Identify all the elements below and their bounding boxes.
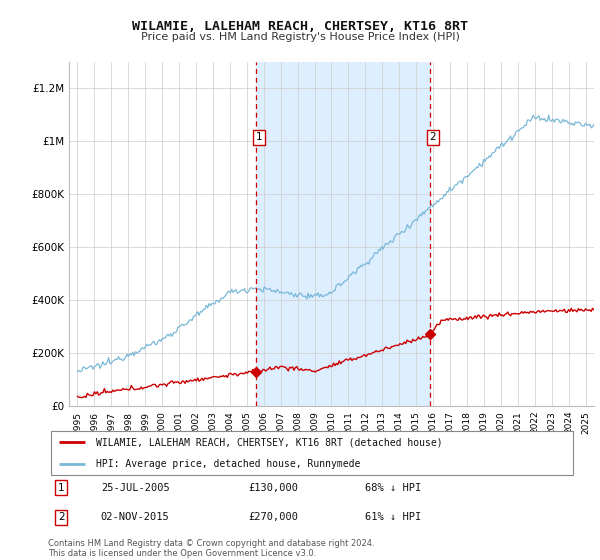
Text: 1: 1 [58,483,65,493]
Text: 02-NOV-2015: 02-NOV-2015 [101,512,170,522]
Text: 61% ↓ HPI: 61% ↓ HPI [365,512,421,522]
Bar [256,62,430,406]
Text: HPI: Average price, detached house, Runnymede: HPI: Average price, detached house, Runn… [95,459,360,469]
Text: Contains HM Land Registry data © Crown copyright and database right 2024.
This d: Contains HM Land Registry data © Crown c… [48,539,374,558]
Text: 25-JUL-2005: 25-JUL-2005 [101,483,170,493]
Text: 2: 2 [430,132,436,142]
Text: 1: 1 [256,132,262,142]
Text: WILAMIE, LALEHAM REACH, CHERTSEY, KT16 8RT: WILAMIE, LALEHAM REACH, CHERTSEY, KT16 8… [132,20,468,32]
Text: Price paid vs. HM Land Registry's House Price Index (HPI): Price paid vs. HM Land Registry's House … [140,32,460,43]
Text: £130,000: £130,000 [248,483,299,493]
Text: 68% ↓ HPI: 68% ↓ HPI [365,483,421,493]
Text: WILAMIE, LALEHAM REACH, CHERTSEY, KT16 8RT (detached house): WILAMIE, LALEHAM REACH, CHERTSEY, KT16 8… [95,437,442,447]
Text: £270,000: £270,000 [248,512,299,522]
Text: 2: 2 [58,512,65,522]
FancyBboxPatch shape [50,431,574,475]
